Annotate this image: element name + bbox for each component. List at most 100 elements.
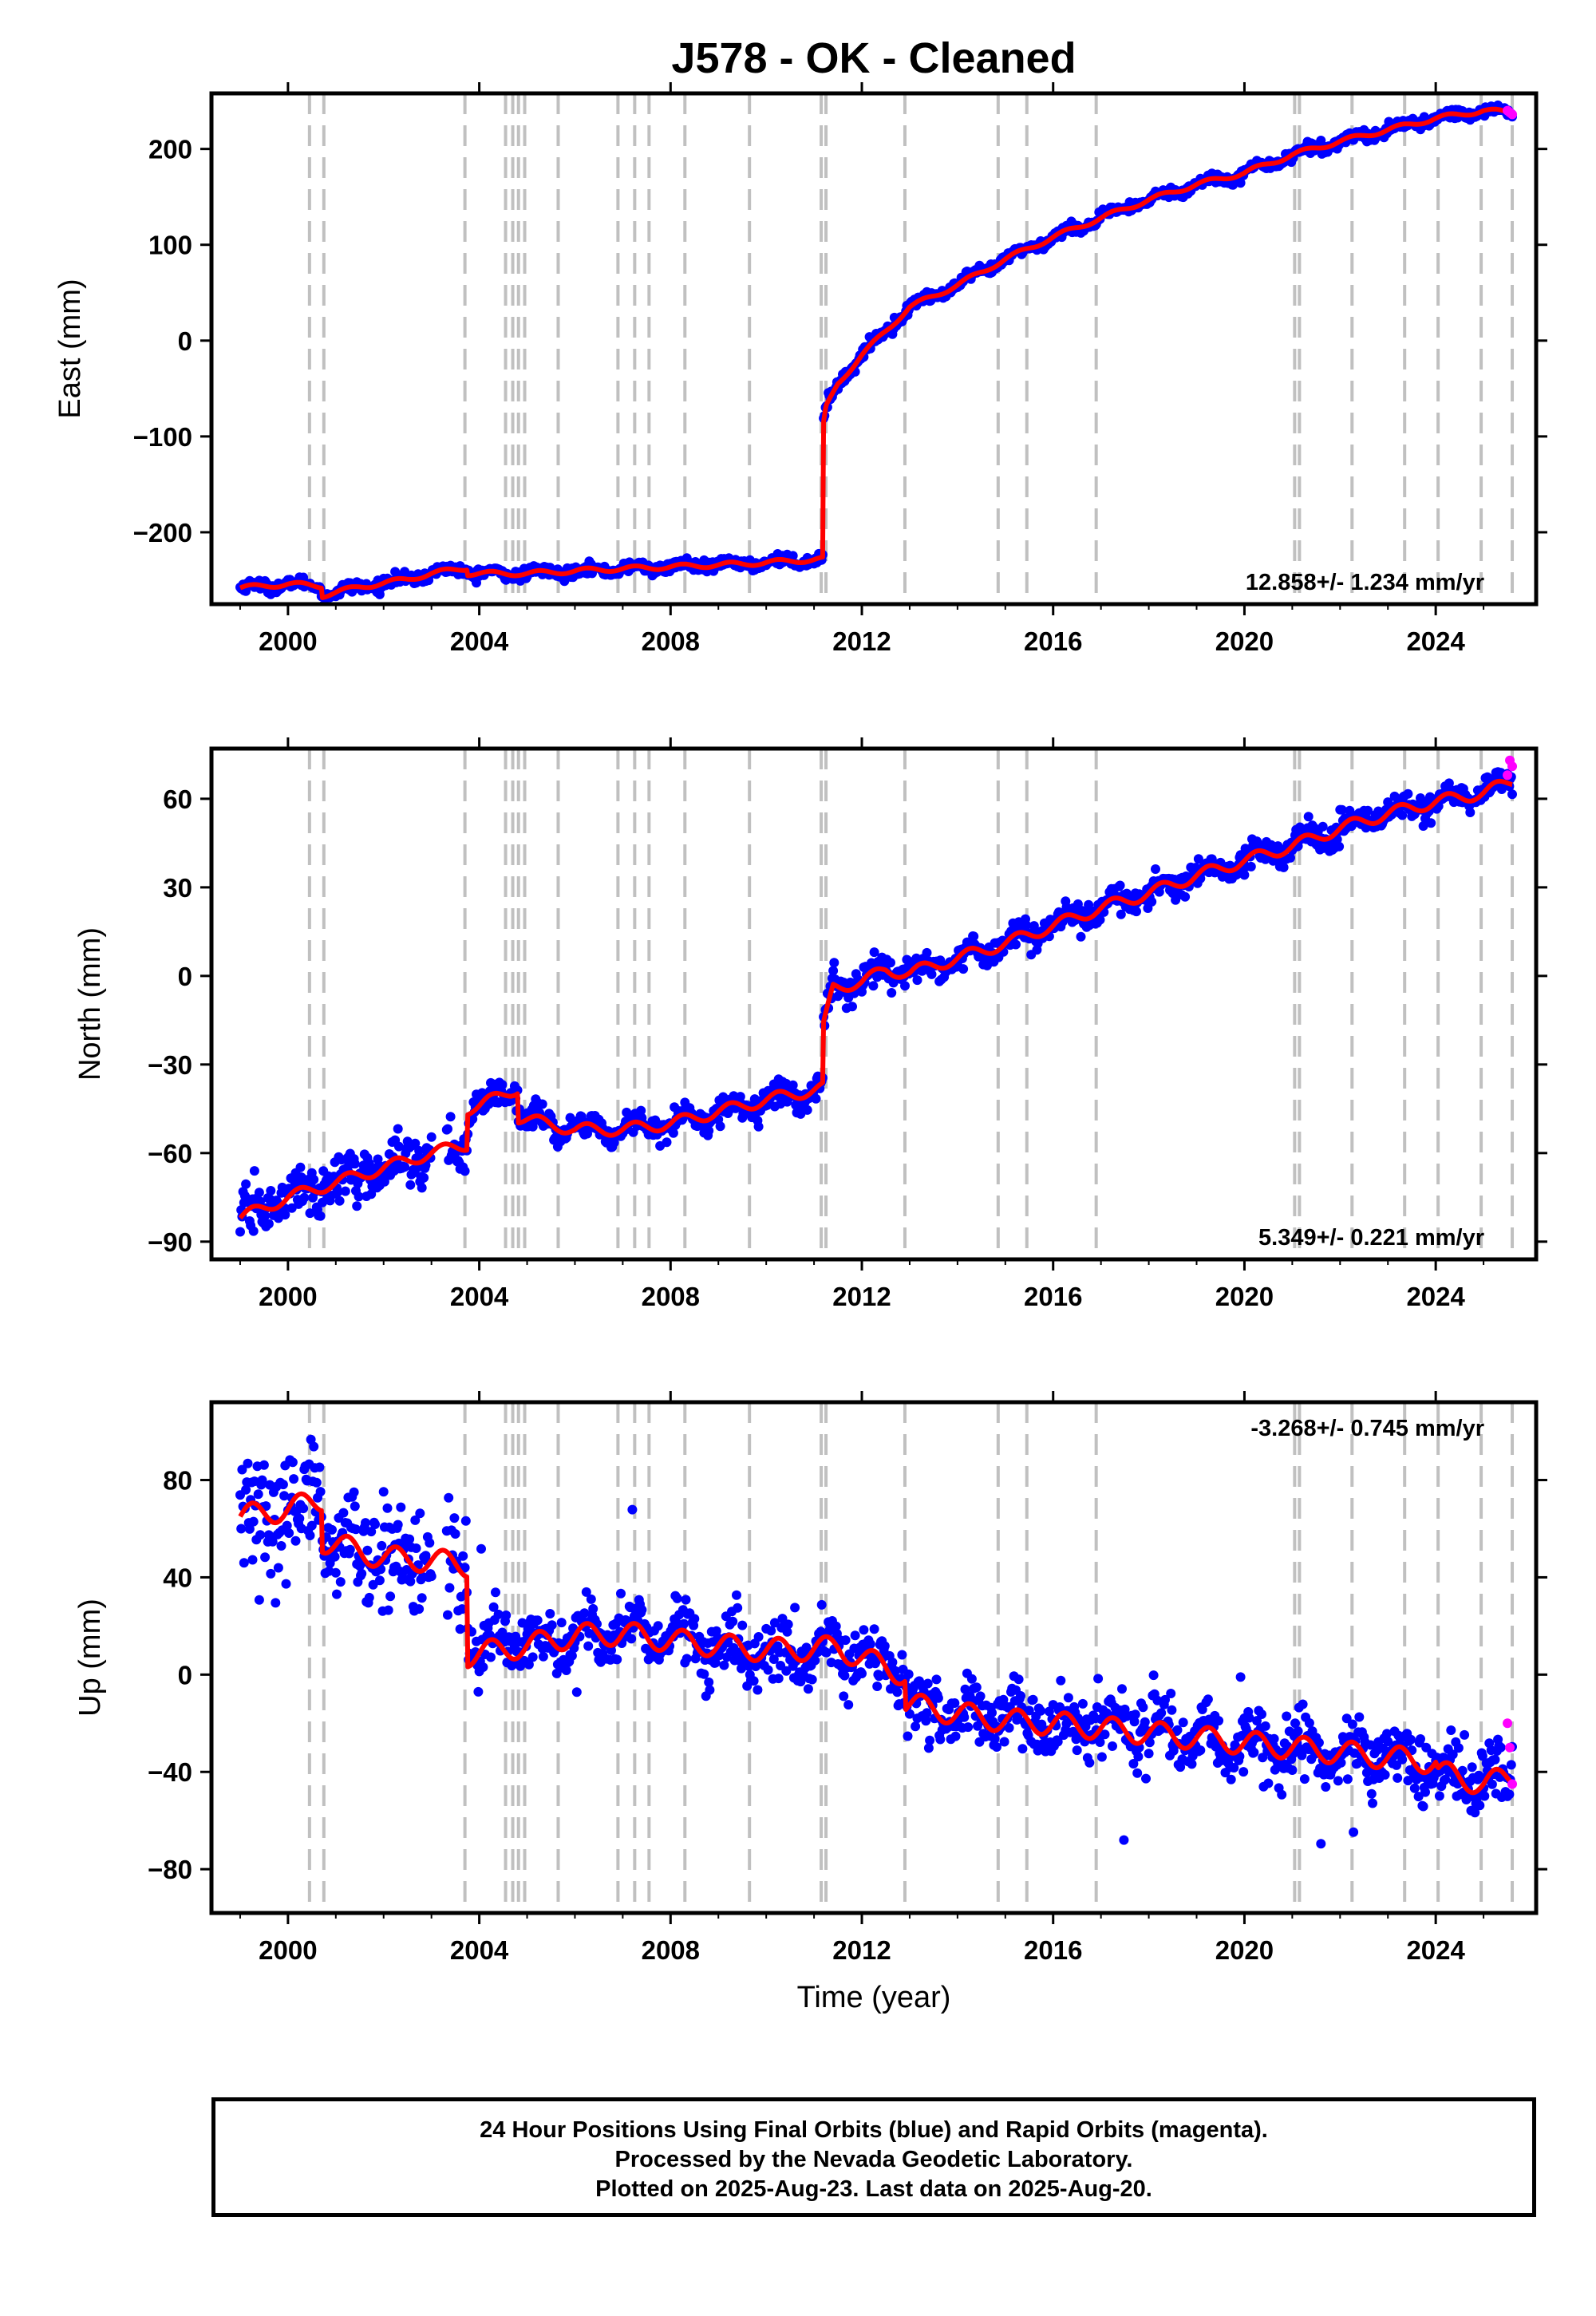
y-tick-label: 200: [148, 135, 192, 164]
data-point: [366, 1189, 377, 1199]
x-tick-label: 2012: [832, 1282, 891, 1311]
data-point: [714, 1650, 725, 1661]
data-point: [1426, 818, 1436, 828]
data-point: [1017, 1744, 1028, 1754]
data-point: [411, 1543, 421, 1553]
data-point: [959, 1712, 970, 1722]
data-point: [969, 931, 979, 942]
data-point: [1207, 854, 1217, 864]
data-point: [1507, 789, 1517, 800]
data-point: [735, 1092, 745, 1102]
data-point: [545, 1609, 555, 1618]
data-point: [975, 1691, 986, 1701]
footer-line-2: Processed by the Nevada Geodetic Laborat…: [614, 2147, 1133, 2172]
north-panel: 2000 2004 2008 2012 2016 2020 2024 −90 −60 −30 0 30…: [73, 737, 1547, 1311]
data-point: [410, 1515, 421, 1525]
data-point: [1115, 880, 1125, 891]
data-point: [379, 1176, 389, 1187]
data-point: [810, 1655, 820, 1666]
data-point: [737, 1663, 746, 1674]
data-point: [999, 1737, 1009, 1747]
data-point: [393, 1141, 404, 1152]
rapid-point: [1507, 109, 1518, 120]
rapid-point: [1503, 1718, 1513, 1729]
data-point: [450, 1529, 460, 1539]
y-axis-label: East (mm): [53, 279, 87, 418]
data-point: [1393, 1773, 1403, 1783]
data-point: [260, 1211, 271, 1221]
data-point: [333, 1187, 343, 1197]
x-tick-label: 2008: [642, 626, 700, 656]
data-point: [449, 1513, 460, 1524]
data-point: [958, 964, 969, 974]
data-point: [612, 1654, 622, 1665]
data-point: [637, 1605, 647, 1615]
data-point: [254, 1188, 264, 1198]
data-point: [491, 1587, 500, 1598]
data-point: [1342, 1774, 1353, 1784]
data-point: [1286, 852, 1295, 863]
data-point: [332, 1589, 342, 1599]
data-point: [1226, 1774, 1236, 1784]
data-point: [443, 1124, 452, 1134]
chart-title: J578 - OK - Cleaned: [671, 34, 1077, 82]
model-line: [239, 106, 1514, 600]
data-point: [289, 1474, 299, 1484]
data-point: [912, 975, 922, 986]
y-tick-label: 80: [163, 1466, 192, 1496]
data-point: [243, 1458, 253, 1468]
data-point: [689, 1614, 700, 1624]
data-point: [1490, 1754, 1500, 1765]
data-point: [415, 1508, 425, 1519]
data-point: [1063, 1693, 1073, 1703]
y-tick-label: 40: [163, 1563, 192, 1592]
data-point: [236, 1524, 247, 1534]
data-point: [886, 958, 895, 968]
data-point: [1147, 896, 1157, 907]
data-point: [385, 1591, 396, 1602]
data-point: [493, 1609, 504, 1619]
data-point: [271, 1598, 281, 1608]
data-point: [586, 1594, 596, 1604]
data-point: [887, 988, 897, 998]
data-point: [1093, 1674, 1104, 1684]
data-point: [1397, 1754, 1408, 1765]
data-point: [330, 1567, 341, 1578]
data-point: [1278, 862, 1289, 872]
x-tick-label: 2024: [1406, 1935, 1465, 1965]
data-point: [443, 1610, 452, 1620]
data-point: [280, 1210, 290, 1220]
data-point: [681, 1595, 691, 1605]
data-point: [1132, 907, 1141, 917]
data-point: [1403, 788, 1413, 799]
data-point: [244, 1524, 255, 1534]
y-tick-label: 0: [178, 1660, 192, 1690]
data-point: [305, 1531, 315, 1540]
data-point: [345, 1544, 355, 1555]
data-point: [1195, 1745, 1206, 1756]
east-panel: 2000 2004 2008 2012 2016 2020 2024 −200 −100 0 100…: [53, 82, 1547, 656]
data-point: [532, 1615, 543, 1626]
data-point: [1347, 1719, 1357, 1729]
data-point: [1495, 1742, 1506, 1753]
data-point: [239, 1558, 249, 1568]
data-point: [248, 1516, 259, 1527]
data-point: [783, 1619, 793, 1630]
data-point: [840, 1635, 851, 1646]
data-point: [393, 1124, 403, 1134]
data-point: [1316, 1839, 1326, 1849]
data-point: [299, 1192, 310, 1203]
x-tick-label: 2008: [642, 1282, 700, 1311]
data-point: [672, 1593, 682, 1603]
data-point: [362, 1545, 373, 1555]
data-point: [298, 1504, 309, 1514]
data-point: [374, 1575, 385, 1586]
data-point: [458, 1551, 468, 1561]
rapid-orbit-points: [1503, 755, 1518, 781]
plot-frame: [209, 91, 1539, 607]
data-point: [556, 1618, 567, 1628]
data-point: [636, 1105, 646, 1116]
data-point: [460, 1516, 471, 1526]
x-tick-label: 2000: [259, 1282, 317, 1311]
data-point: [417, 1593, 427, 1603]
